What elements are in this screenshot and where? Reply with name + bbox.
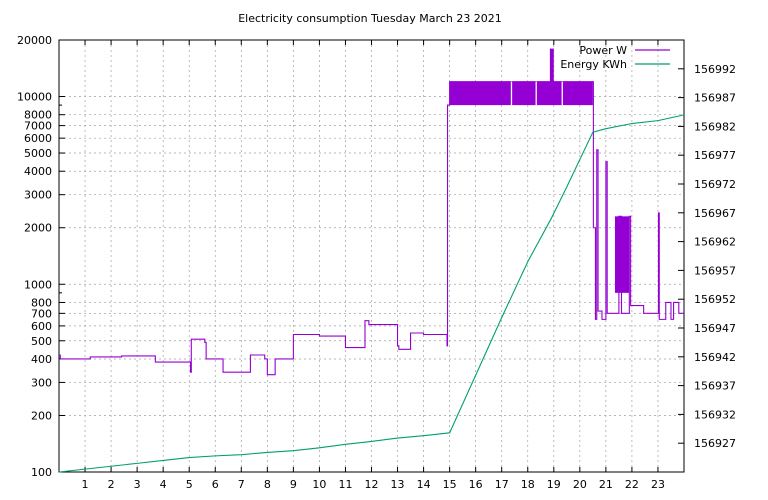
y-left-tick-label: 500 — [31, 335, 52, 348]
x-tick-label: 13 — [391, 478, 405, 491]
series-line-energy — [58, 114, 685, 473]
y-right-tick-label: 156962 — [694, 236, 736, 249]
x-tick-label: 3 — [134, 478, 141, 491]
legend-label-power: Power W — [579, 44, 627, 57]
y-right-tick-label: 156942 — [694, 351, 736, 364]
grid-layer — [59, 40, 684, 472]
y-left-tick-label: 8000 — [24, 109, 52, 122]
x-tick-label: 20 — [573, 478, 587, 491]
y-left-tick-label: 5000 — [24, 147, 52, 160]
x-tick-label: 11 — [338, 478, 352, 491]
y-left-tick-label: 4000 — [24, 165, 52, 178]
y-right-tick-label: 156952 — [694, 293, 736, 306]
x-tick-label: 4 — [160, 478, 167, 491]
x-tick-label: 18 — [521, 478, 535, 491]
power-band-gap — [510, 81, 513, 106]
series-layer — [58, 48, 685, 473]
power-band-gap — [561, 81, 563, 106]
x-tick-label: 6 — [212, 478, 219, 491]
x-tick-label: 7 — [238, 478, 245, 491]
y-right-tick-label: 156977 — [694, 149, 736, 162]
y-left-tick-label: 2000 — [24, 222, 52, 235]
x-tick-label: 22 — [625, 478, 639, 491]
power-band-gap — [535, 81, 537, 106]
y-right-tick-label: 156947 — [694, 322, 736, 335]
x-tick-label: 16 — [469, 478, 483, 491]
x-tick-label: 14 — [417, 478, 431, 491]
y-left-tick-label: 20000 — [17, 34, 52, 47]
y-left-tick-label: 600 — [31, 320, 52, 333]
series-line-power — [59, 81, 684, 376]
y-right-tick-label: 156957 — [694, 264, 736, 277]
y-right-tick-label: 156927 — [694, 437, 736, 450]
x-tick-label: 8 — [264, 478, 271, 491]
y-right-tick-label: 156992 — [694, 63, 736, 76]
x-tick-label: 19 — [547, 478, 561, 491]
y-left-tick-label: 100 — [31, 466, 52, 479]
y-right-tick-label: 156972 — [694, 178, 736, 191]
x-tick-label: 15 — [443, 478, 457, 491]
x-tick-label: 9 — [290, 478, 297, 491]
tick-layer: 1 2 3 4 5 6 7 8 9 10 11 12 13 14 15 16 17 18 19 20 21 22 23100… — [17, 34, 736, 491]
y-right-tick-label: 156987 — [694, 92, 736, 105]
y-left-tick-label: 400 — [31, 353, 52, 366]
x-tick-label: 2 — [108, 478, 115, 491]
y-left-tick-label: 7000 — [24, 120, 52, 133]
y-right-tick-label: 156932 — [694, 408, 736, 421]
x-tick-label: 1 — [82, 478, 89, 491]
x-tick-label: 5 — [186, 478, 193, 491]
legend-label-energy: Energy KWh — [560, 58, 627, 71]
legend-layer: Power W Energy KWh — [560, 44, 670, 71]
x-tick-label: 21 — [599, 478, 613, 491]
x-tick-label: 23 — [651, 478, 665, 491]
y-left-tick-label: 1000 — [24, 278, 52, 291]
y-left-tick-label: 800 — [31, 296, 52, 309]
y-left-tick-label: 6000 — [24, 132, 52, 145]
y-right-tick-label: 156967 — [694, 207, 736, 220]
x-tick-label: 17 — [495, 478, 509, 491]
y-left-tick-label: 300 — [31, 376, 52, 389]
y-left-tick-label: 200 — [31, 409, 52, 422]
power-dense-band — [449, 81, 593, 106]
y-left-tick-label: 3000 — [24, 189, 52, 202]
power-dense-spikes — [614, 216, 630, 293]
y-left-tick-label: 700 — [31, 307, 52, 320]
y-right-tick-label: 156937 — [694, 380, 736, 393]
x-tick-label: 10 — [312, 478, 326, 491]
chart-title: Electricity consumption Tuesday March 23… — [238, 12, 502, 25]
y-right-tick-label: 156982 — [694, 120, 736, 133]
power-spike — [549, 48, 554, 82]
y-left-tick-label: 10000 — [17, 91, 52, 104]
x-tick-label: 12 — [365, 478, 379, 491]
